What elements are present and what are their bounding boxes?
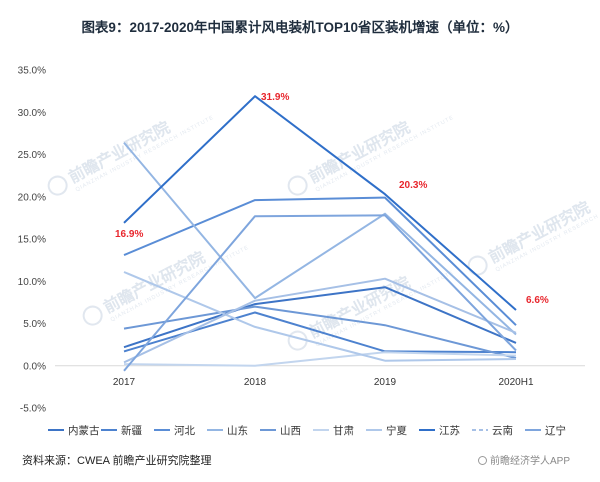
y-tick-label: 5.0% <box>23 319 46 330</box>
chart-title: 图表9：2017-2020年中国累计风电装机TOP10省区装机增速（单位：%） <box>81 20 519 35</box>
legend-label: 云南 <box>492 424 513 437</box>
watermark-logo-icon <box>467 255 488 276</box>
y-tick-label: 30.0% <box>18 108 46 119</box>
series-line <box>123 277 517 364</box>
data-labels: 16.9% 31.9% 20.3% 6.6% <box>115 92 549 306</box>
data-label: 31.9% <box>261 92 289 103</box>
legend-label: 山西 <box>280 425 301 437</box>
legend-label: 山东 <box>227 424 248 437</box>
legend-label: 江苏 <box>439 424 460 437</box>
watermark-text: 前瞻产业研究院 <box>65 118 173 187</box>
watermark-logo-icon <box>287 175 308 196</box>
data-label: 20.3% <box>399 180 427 191</box>
y-tick-label: 20.0% <box>18 192 46 203</box>
watermark-text: 前瞻产业研究院 <box>485 198 593 267</box>
y-axis: -5.0% 0.0% 5.0% 10.0% 15.0% 20.0% 25.0% 30.0% 35… <box>18 66 46 415</box>
watermark-text: 前瞻产业研究院 <box>100 248 208 317</box>
series-line <box>123 286 517 349</box>
series-line <box>123 95 517 311</box>
brand-text: 前瞻经济学人APP <box>489 456 570 467</box>
legend-label: 新疆 <box>121 424 142 437</box>
data-label: 16.9% <box>115 229 143 240</box>
y-tick-label: 15.0% <box>18 235 46 246</box>
y-tick-label: 10.0% <box>18 277 46 288</box>
legend-label: 甘肃 <box>333 424 354 437</box>
legend-label: 河北 <box>174 425 195 437</box>
series-line <box>123 196 517 326</box>
x-axis: 2017 2018 2019 2020H1 <box>55 365 585 388</box>
series-line <box>123 142 517 336</box>
watermark-subtext: QIANZHAN INDUSTRY RESEARCH INSTITUTE <box>315 115 455 193</box>
watermark-logo-icon <box>287 330 308 351</box>
x-tick-label: 2019 <box>374 377 397 388</box>
x-tick-label: 2018 <box>244 377 267 388</box>
legend: 内蒙古 新疆 河北 山东 山西 甘肃 宁夏 江苏 云南 辽宁 <box>48 424 566 437</box>
y-tick-label: 25.0% <box>18 150 46 161</box>
legend-label: 辽宁 <box>545 424 566 437</box>
data-label: 6.6% <box>526 295 549 306</box>
series-line <box>123 305 517 360</box>
series-line <box>123 351 517 367</box>
y-tick-label: 0.0% <box>23 361 46 372</box>
x-tick-label: 2017 <box>113 377 136 388</box>
watermark-text: 前瞻产业研究院 <box>305 118 413 187</box>
y-tick-label: 35.0% <box>18 66 46 77</box>
source-note: 资料来源：CWEA 前瞻产业研究院整理 <box>22 455 212 467</box>
brand-credit: 前瞻经济学人APP <box>477 452 570 467</box>
series-line <box>123 271 517 362</box>
y-tick-label: -5.0% <box>20 404 46 415</box>
series-lines <box>123 95 517 372</box>
watermark-logo-icon <box>82 305 103 326</box>
watermark-logo-icon <box>47 175 68 196</box>
legend-label: 内蒙古 <box>68 424 100 437</box>
x-tick-label: 2020H1 <box>498 377 533 388</box>
legend-label: 宁夏 <box>386 424 407 437</box>
brand-icon <box>477 456 487 465</box>
series-line <box>123 214 517 372</box>
